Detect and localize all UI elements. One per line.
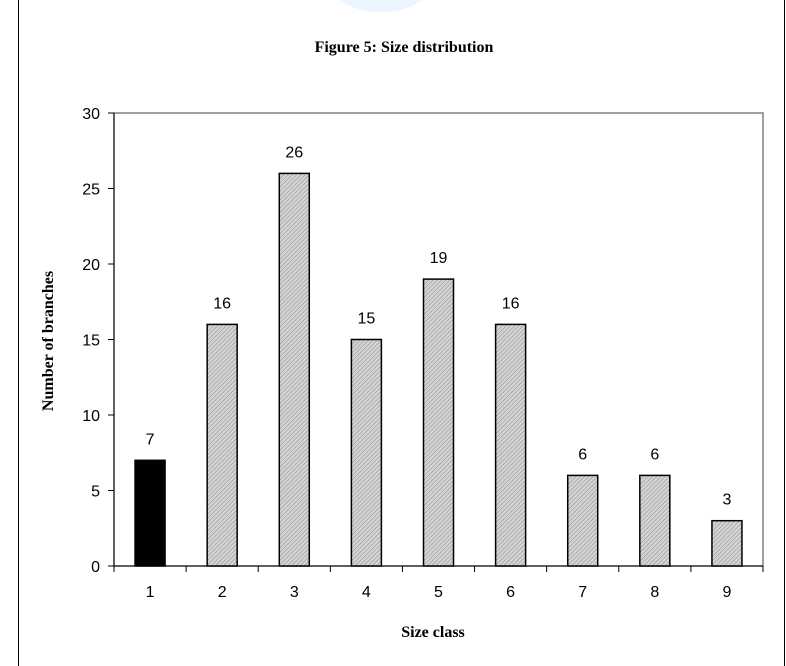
bar (350, 338, 383, 567)
y-tick-label: 0 (91, 559, 100, 576)
x-tick-label: 8 (650, 584, 659, 601)
x-axis-title: Size class (401, 624, 465, 641)
x-tick-label: 4 (362, 584, 371, 601)
y-tick-label: 5 (91, 484, 100, 501)
bar (711, 519, 743, 567)
chart-title: Figure 5: Size distribution (315, 39, 494, 56)
x-tick-label: 6 (506, 584, 515, 601)
x-tick-label: 7 (578, 584, 587, 601)
bar (278, 172, 311, 567)
data-label: 16 (213, 295, 231, 312)
x-tick-label: 3 (290, 584, 299, 601)
y-axis-title: Number of branches (40, 271, 57, 411)
data-label: 3 (722, 492, 731, 509)
bar (206, 323, 238, 567)
bar (134, 459, 166, 567)
x-tick-label: 1 (146, 584, 155, 601)
data-label: 7 (146, 431, 155, 448)
bar (639, 474, 671, 567)
data-label: 15 (357, 311, 375, 328)
x-tick-label: 9 (722, 584, 731, 601)
y-tick-label: 10 (82, 408, 100, 425)
y-tick-label: 25 (82, 182, 100, 199)
bar (566, 474, 599, 567)
y-tick-label: 30 (82, 106, 100, 123)
x-tick-label: 2 (218, 584, 227, 601)
data-label: 26 (285, 144, 303, 161)
data-label: 6 (578, 446, 587, 463)
bar (422, 278, 455, 567)
data-label: 16 (502, 295, 520, 312)
data-label: 6 (650, 446, 659, 463)
data-label: 19 (430, 250, 448, 267)
y-tick-label: 20 (82, 257, 100, 274)
plot-area: 0 5 10 15 20 25 30 7 1 16 2 26 3 15 4 19 5 16 6 6 7 6 8 3 9 (82, 106, 764, 601)
bar (494, 323, 527, 567)
x-tick-label: 5 (434, 584, 443, 601)
watermark-logo (336, 0, 426, 12)
y-tick-label: 15 (82, 333, 100, 350)
